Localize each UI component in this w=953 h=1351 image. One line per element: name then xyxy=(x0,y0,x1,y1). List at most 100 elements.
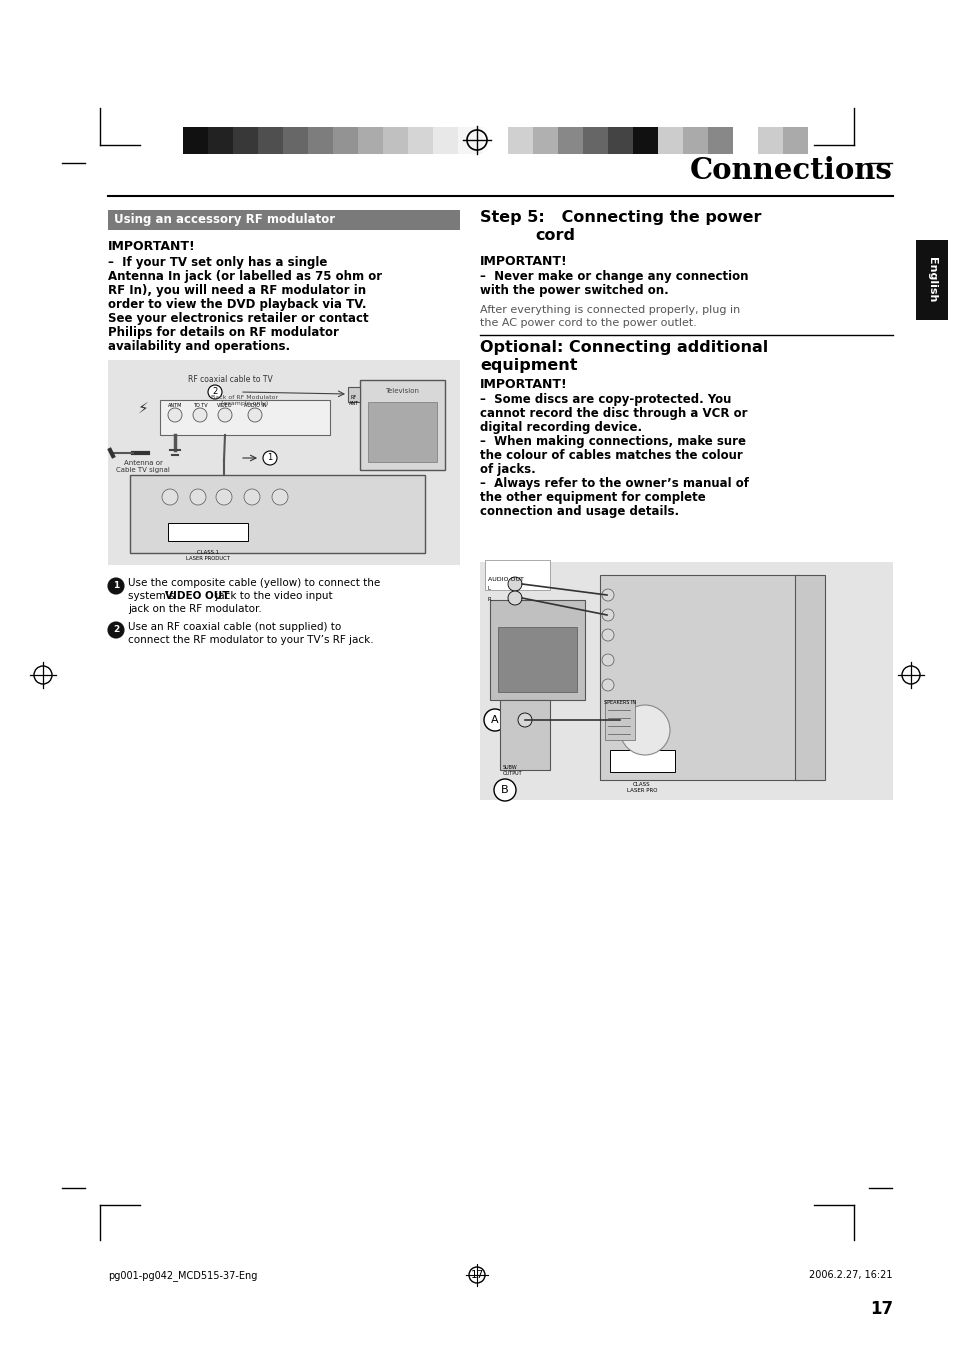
Text: ANTM: ANTM xyxy=(168,403,182,408)
Text: pg001-pg042_MCD515-37-Eng: pg001-pg042_MCD515-37-Eng xyxy=(108,1270,257,1281)
Text: 2: 2 xyxy=(213,388,217,396)
Bar xyxy=(707,127,732,154)
Bar xyxy=(658,127,682,154)
Bar xyxy=(283,127,308,154)
Circle shape xyxy=(244,489,260,505)
Text: A: A xyxy=(491,715,498,725)
Text: RF
ANT: RF ANT xyxy=(349,394,358,405)
Text: –  Some discs are copy-protected. You: – Some discs are copy-protected. You xyxy=(479,393,731,407)
Text: 1: 1 xyxy=(112,581,119,590)
Bar xyxy=(558,127,582,154)
Text: Antenna In jack (or labelled as 75 ohm or: Antenna In jack (or labelled as 75 ohm o… xyxy=(108,270,382,282)
Text: IMPORTANT!: IMPORTANT! xyxy=(479,255,567,267)
Text: After everything is connected properly, plug in: After everything is connected properly, … xyxy=(479,305,740,315)
Bar xyxy=(160,400,330,435)
Text: RF coaxial cable to TV: RF coaxial cable to TV xyxy=(188,376,273,384)
Circle shape xyxy=(507,577,521,590)
Text: system’s: system’s xyxy=(128,590,177,601)
Text: –  If your TV set only has a single: – If your TV set only has a single xyxy=(108,255,327,269)
Text: with the power switched on.: with the power switched on. xyxy=(479,284,668,297)
Bar xyxy=(348,386,359,403)
Bar xyxy=(108,359,459,565)
Text: cannot record the disc through a VCR or: cannot record the disc through a VCR or xyxy=(479,407,747,420)
Circle shape xyxy=(507,590,521,605)
Bar xyxy=(457,127,482,154)
Text: the AC power cord to the power outlet.: the AC power cord to the power outlet. xyxy=(479,317,696,328)
Circle shape xyxy=(494,780,516,801)
Bar xyxy=(408,127,433,154)
Circle shape xyxy=(601,680,614,690)
Bar xyxy=(604,700,635,740)
Text: CLASS
LASER PRO: CLASS LASER PRO xyxy=(626,782,657,793)
Text: Connections: Connections xyxy=(689,155,892,185)
Text: order to view the DVD playback via TV.: order to view the DVD playback via TV. xyxy=(108,299,366,311)
Text: the colour of cables matches the colour: the colour of cables matches the colour xyxy=(479,449,742,462)
Circle shape xyxy=(108,621,124,638)
Bar xyxy=(484,561,550,590)
Text: connect the RF modulator to your TV’s RF jack.: connect the RF modulator to your TV’s RF… xyxy=(128,635,374,644)
Circle shape xyxy=(193,408,207,422)
Bar xyxy=(582,127,607,154)
Text: Use the composite cable (yellow) to connect the: Use the composite cable (yellow) to conn… xyxy=(128,578,380,588)
Circle shape xyxy=(601,630,614,640)
Text: RF In), you will need a RF modulator in: RF In), you will need a RF modulator in xyxy=(108,284,366,297)
Bar xyxy=(359,380,444,470)
Bar xyxy=(682,127,707,154)
Text: VIDEO OUT: VIDEO OUT xyxy=(165,590,230,601)
Bar xyxy=(479,562,892,800)
Text: jack to the video input: jack to the video input xyxy=(212,590,333,601)
Circle shape xyxy=(601,609,614,621)
Text: 17: 17 xyxy=(869,1300,892,1319)
Circle shape xyxy=(619,705,669,755)
Circle shape xyxy=(162,489,178,505)
Text: AUDIO IN: AUDIO IN xyxy=(243,403,266,408)
Text: SUBW
OUTPUT: SUBW OUTPUT xyxy=(502,765,522,775)
Text: L: L xyxy=(488,586,491,590)
Text: the other equipment for complete: the other equipment for complete xyxy=(479,490,705,504)
Circle shape xyxy=(601,589,614,601)
Bar xyxy=(633,127,658,154)
Bar xyxy=(333,127,357,154)
Text: Use an RF coaxial cable (not supplied) to: Use an RF coaxial cable (not supplied) t… xyxy=(128,621,341,632)
Bar xyxy=(308,127,333,154)
Circle shape xyxy=(263,451,276,465)
Text: Antenna or: Antenna or xyxy=(124,459,162,466)
Bar xyxy=(208,127,233,154)
Circle shape xyxy=(168,408,182,422)
Text: cord: cord xyxy=(535,228,575,243)
Bar xyxy=(497,627,577,692)
Text: availability and operations.: availability and operations. xyxy=(108,340,290,353)
Bar xyxy=(382,127,408,154)
Circle shape xyxy=(208,385,222,399)
Bar xyxy=(183,127,208,154)
Text: Television: Television xyxy=(385,388,419,394)
Bar xyxy=(609,750,675,771)
Bar xyxy=(233,127,257,154)
Bar xyxy=(794,576,824,780)
Circle shape xyxy=(215,489,232,505)
Circle shape xyxy=(108,578,124,594)
Bar xyxy=(108,209,459,230)
Text: –  Always refer to the owner’s manual of: – Always refer to the owner’s manual of xyxy=(479,477,748,490)
Bar xyxy=(499,700,550,770)
Text: English: English xyxy=(926,257,936,303)
Text: ⚡: ⚡ xyxy=(137,400,148,416)
Text: 1: 1 xyxy=(267,454,273,462)
Text: digital recording device.: digital recording device. xyxy=(479,422,641,434)
Text: –  When making connections, make sure: – When making connections, make sure xyxy=(479,435,745,449)
Text: equipment: equipment xyxy=(479,358,577,373)
Text: R: R xyxy=(488,597,491,603)
Bar xyxy=(599,576,800,780)
Text: connection and usage details.: connection and usage details. xyxy=(479,505,679,517)
Text: –  Never make or change any connection: – Never make or change any connection xyxy=(479,270,748,282)
Circle shape xyxy=(218,408,232,422)
Circle shape xyxy=(248,408,262,422)
Text: IMPORTANT!: IMPORTANT! xyxy=(479,378,567,390)
Circle shape xyxy=(517,713,532,727)
Text: Philips for details on RF modulator: Philips for details on RF modulator xyxy=(108,326,338,339)
Bar xyxy=(257,127,283,154)
Bar xyxy=(758,127,782,154)
Text: Optional: Connecting additional: Optional: Connecting additional xyxy=(479,340,767,355)
Text: See your electronics retailer or contact: See your electronics retailer or contact xyxy=(108,312,368,326)
Bar xyxy=(915,240,947,320)
